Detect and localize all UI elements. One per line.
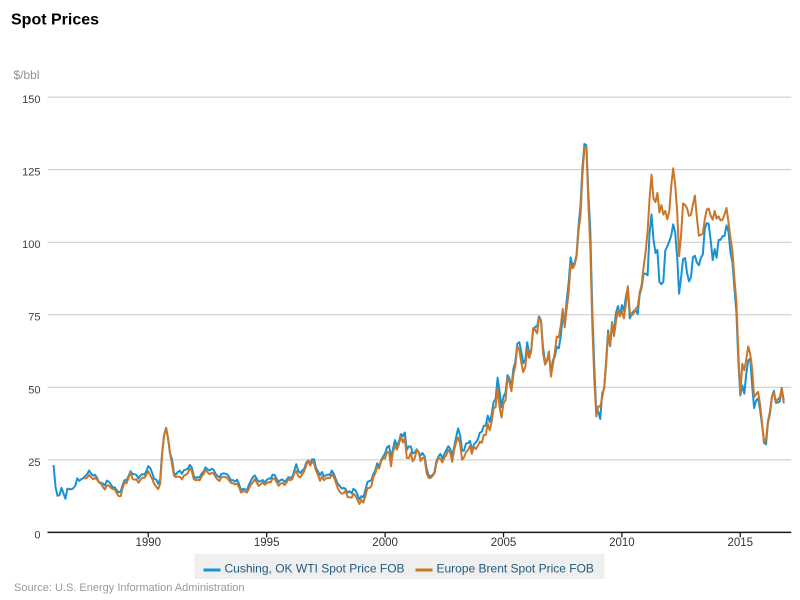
svg-text:0: 0 — [34, 529, 40, 541]
svg-text:$/bbl: $/bbl — [14, 68, 40, 82]
svg-text:2005: 2005 — [491, 537, 517, 549]
svg-text:2015: 2015 — [728, 537, 754, 549]
svg-text:125: 125 — [22, 167, 40, 179]
svg-text:150: 150 — [22, 94, 40, 106]
svg-text:Source: U.S. Energy Informatio: Source: U.S. Energy Information Administ… — [14, 582, 245, 594]
svg-text:2000: 2000 — [372, 537, 398, 549]
svg-text:Europe Brent Spot Price FOB: Europe Brent Spot Price FOB — [437, 562, 594, 576]
svg-text:Cushing, OK WTI Spot Price FOB: Cushing, OK WTI Spot Price FOB — [225, 562, 405, 576]
svg-text:50: 50 — [28, 384, 40, 396]
svg-text:100: 100 — [22, 239, 40, 251]
svg-text:Spot Prices: Spot Prices — [11, 12, 99, 29]
svg-text:2010: 2010 — [609, 537, 635, 549]
svg-text:25: 25 — [28, 457, 40, 469]
svg-text:1990: 1990 — [136, 537, 162, 549]
svg-text:75: 75 — [28, 312, 40, 324]
svg-text:1995: 1995 — [254, 537, 280, 549]
